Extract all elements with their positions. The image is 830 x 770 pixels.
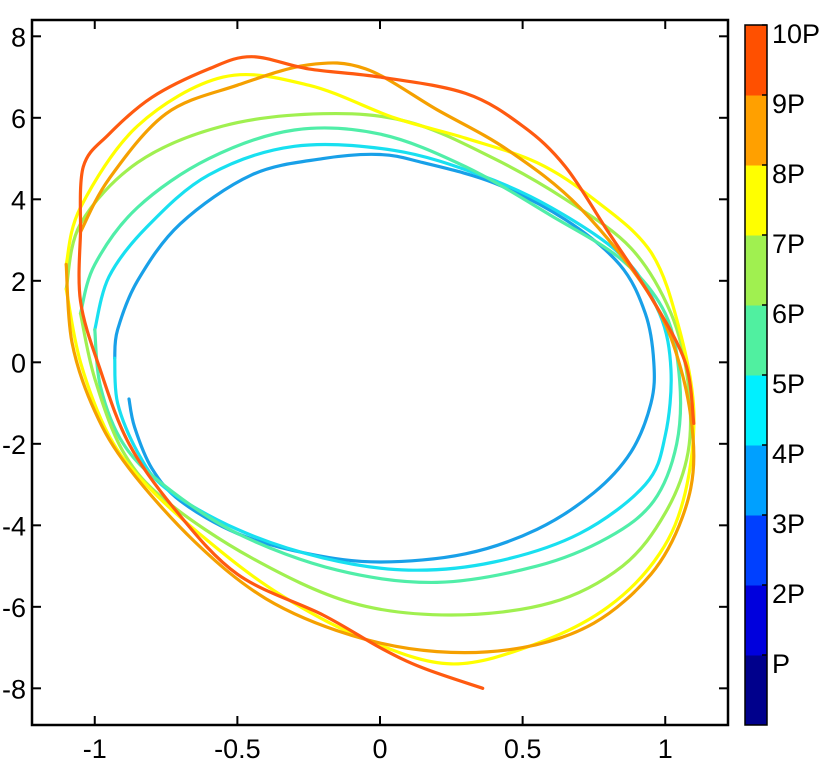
- colorbar-segment: [745, 585, 767, 656]
- colorbar-segment: [745, 25, 767, 96]
- colorbar-label: P: [772, 649, 790, 679]
- colorbar-segment: [745, 95, 767, 166]
- tick-layer: -1 -0.5 0 0.5 1 8 6 4 2 0 -2 -4 -6 -8: [2, 20, 728, 764]
- series-line-8: [78, 55, 696, 425]
- y-tick-label: 4: [11, 185, 26, 215]
- colorbar-label: 6P: [772, 299, 805, 329]
- y-tick-label: -4: [2, 511, 26, 541]
- colorbar: P 2P 3P 4P 5P 6P 7P 8P 9P 10P: [744, 19, 820, 726]
- x-tick-label: 0: [372, 734, 387, 764]
- x-tick-label: -0.5: [214, 734, 261, 764]
- colorbar-segment: [745, 445, 767, 516]
- colorbar-label: 5P: [772, 369, 805, 399]
- colorbar-segment: [745, 375, 767, 446]
- colorbar-label: 4P: [772, 439, 805, 469]
- colorbar-label: 3P: [772, 509, 805, 539]
- colorbar-segment: [745, 235, 767, 306]
- colorbar-label: 2P: [772, 579, 805, 609]
- y-tick-label: 6: [11, 104, 26, 134]
- y-tick-label: 8: [11, 22, 26, 52]
- colorbar-label: 10P: [772, 19, 820, 49]
- colorbar-label: 9P: [772, 89, 805, 119]
- y-tick-label: -6: [2, 593, 26, 623]
- series-line-6: [64, 61, 696, 655]
- colorbar-segment: [745, 305, 767, 376]
- colorbar-segment: [745, 165, 767, 236]
- x-tick-label: 0.5: [504, 734, 542, 764]
- colorbar-label: 8P: [772, 159, 805, 189]
- y-tick-label: -2: [2, 430, 26, 460]
- x-tick-label: -1: [83, 734, 107, 764]
- y-tick-label: 2: [11, 267, 26, 297]
- series-layer: [64, 55, 696, 690]
- colorbar-segment: [745, 655, 767, 726]
- colorbar-segment: [745, 515, 767, 586]
- series-line-3: [78, 126, 683, 585]
- y-tick-label: -8: [2, 674, 26, 704]
- colorbar-label: 7P: [772, 229, 805, 259]
- y-tick-label: 0: [11, 348, 26, 378]
- series-line-7: [77, 230, 485, 690]
- series-line-2: [93, 142, 673, 572]
- plot-background: [32, 20, 728, 725]
- x-tick-label: 1: [658, 734, 673, 764]
